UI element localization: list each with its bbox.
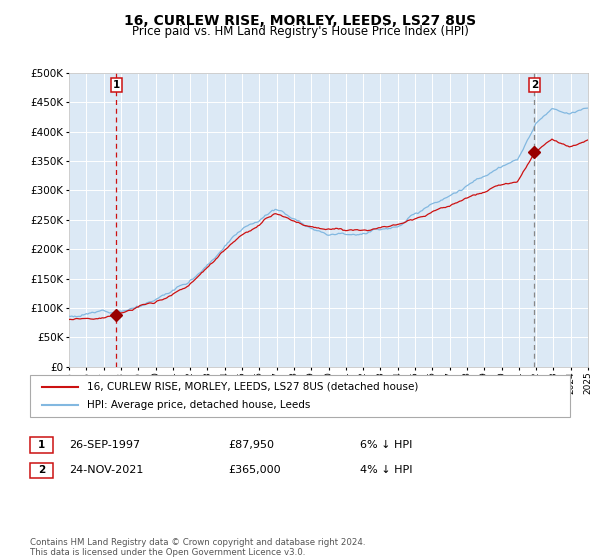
Text: 2: 2 [38, 465, 45, 475]
Text: 16, CURLEW RISE, MORLEY, LEEDS, LS27 8US (detached house): 16, CURLEW RISE, MORLEY, LEEDS, LS27 8US… [87, 382, 418, 392]
Text: Contains HM Land Registry data © Crown copyright and database right 2024.
This d: Contains HM Land Registry data © Crown c… [30, 538, 365, 557]
Text: HPI: Average price, detached house, Leeds: HPI: Average price, detached house, Leed… [87, 400, 310, 410]
Text: 4% ↓ HPI: 4% ↓ HPI [360, 465, 413, 475]
Text: 24-NOV-2021: 24-NOV-2021 [69, 465, 143, 475]
Text: 2: 2 [531, 80, 538, 90]
Text: Price paid vs. HM Land Registry's House Price Index (HPI): Price paid vs. HM Land Registry's House … [131, 25, 469, 38]
Text: 6% ↓ HPI: 6% ↓ HPI [360, 440, 412, 450]
Text: 16, CURLEW RISE, MORLEY, LEEDS, LS27 8US: 16, CURLEW RISE, MORLEY, LEEDS, LS27 8US [124, 14, 476, 28]
Text: £87,950: £87,950 [228, 440, 274, 450]
Text: 26-SEP-1997: 26-SEP-1997 [69, 440, 140, 450]
Text: £365,000: £365,000 [228, 465, 281, 475]
Text: 1: 1 [113, 80, 120, 90]
Text: 1: 1 [38, 440, 45, 450]
